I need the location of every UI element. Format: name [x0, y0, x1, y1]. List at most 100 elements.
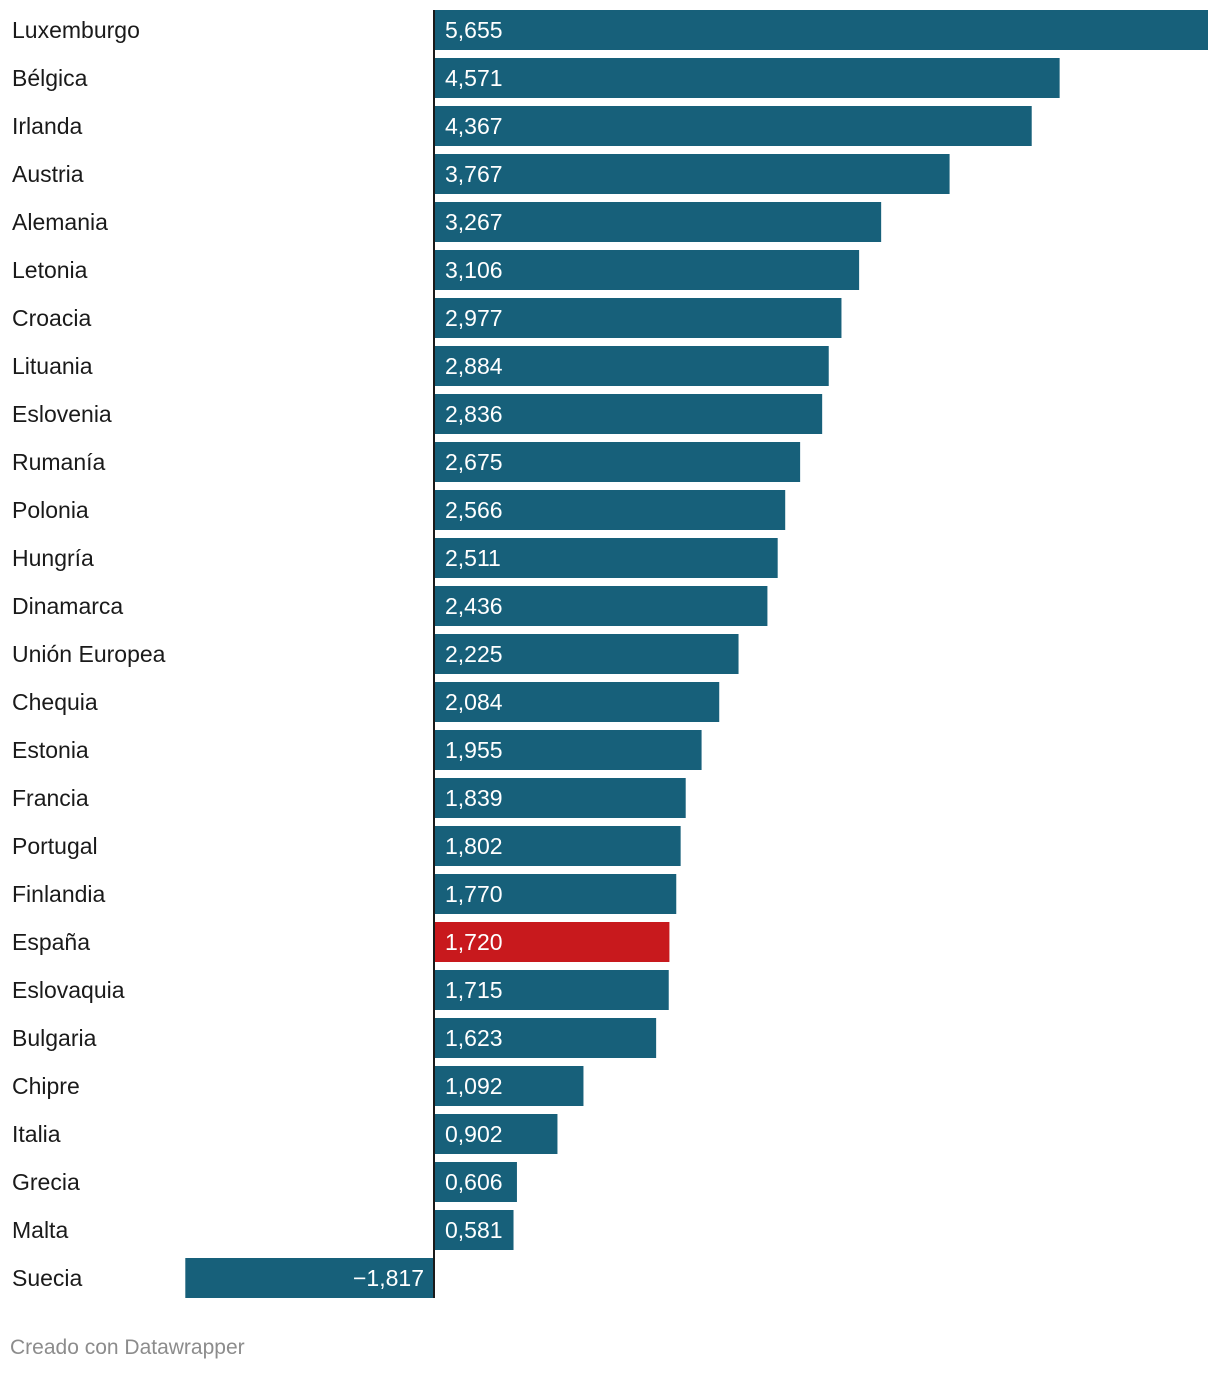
- bar-row-italia: Italia 0,902: [12, 1114, 558, 1154]
- value-label: 5,655: [445, 17, 503, 43]
- bar: [434, 1066, 584, 1106]
- bar: [434, 58, 1060, 98]
- bar: [434, 1210, 514, 1250]
- bar: [434, 10, 1208, 50]
- bar: [434, 346, 829, 386]
- category-label: Austria: [12, 161, 84, 187]
- bar-row-chequia: Chequia 2,084: [12, 682, 720, 722]
- bar: [434, 490, 786, 530]
- category-label: Estonia: [12, 737, 89, 763]
- bar: [434, 1114, 558, 1154]
- value-label: 1,623: [445, 1025, 503, 1051]
- value-label: 1,715: [445, 977, 503, 1003]
- bar-row-suecia: Suecia −1,817: [12, 1258, 434, 1298]
- bar-row-eslovaquia: Eslovaquia 1,715: [12, 970, 669, 1010]
- category-label: Italia: [12, 1121, 61, 1147]
- bar-row-belgica: Bélgica 4,571: [12, 58, 1060, 98]
- category-label: Grecia: [12, 1169, 80, 1195]
- category-label: Lituania: [12, 353, 93, 379]
- bar: [434, 586, 768, 626]
- category-label: Chipre: [12, 1073, 80, 1099]
- bar: [434, 826, 681, 866]
- value-label: 3,267: [445, 209, 503, 235]
- category-label: Luxemburgo: [12, 17, 140, 43]
- value-label: 1,802: [445, 833, 503, 859]
- value-label: 1,839: [445, 785, 503, 811]
- value-label: 2,436: [445, 593, 503, 619]
- bar-row-dinamarca: Dinamarca 2,436: [12, 586, 768, 626]
- category-label: Unión Europea: [12, 641, 166, 667]
- bar-row-alemania: Alemania 3,267: [12, 202, 882, 242]
- bar-row-portugal: Portugal 1,802: [12, 826, 681, 866]
- category-label: Dinamarca: [12, 593, 123, 619]
- bar-row-malta: Malta 0,581: [12, 1210, 514, 1250]
- bar: [434, 970, 669, 1010]
- category-label: Polonia: [12, 497, 89, 523]
- category-label: Portugal: [12, 833, 98, 859]
- value-label: 1,720: [445, 929, 503, 955]
- bar: [434, 442, 801, 482]
- bar-row-grecia: Grecia 0,606: [12, 1162, 517, 1202]
- bar: [434, 634, 739, 674]
- bar: [434, 922, 670, 962]
- value-label: 2,084: [445, 689, 503, 715]
- category-label: Irlanda: [12, 113, 83, 139]
- bar-row-bulgaria: Bulgaria 1,623: [12, 1018, 657, 1058]
- bar-row-francia: Francia 1,839: [12, 778, 686, 818]
- category-label: Suecia: [12, 1265, 83, 1291]
- bar-row-union-europea: Unión Europea 2,225: [12, 634, 739, 674]
- category-label: Croacia: [12, 305, 91, 331]
- bar: [434, 778, 686, 818]
- value-label: 2,511: [445, 545, 501, 571]
- bar: [434, 1018, 657, 1058]
- value-label: 1,092: [445, 1073, 503, 1099]
- bar-row-estonia: Estonia 1,955: [12, 730, 702, 770]
- category-label: Letonia: [12, 257, 88, 283]
- bar-row-lituania: Lituania 2,884: [12, 346, 829, 386]
- value-label: −1,817: [353, 1265, 424, 1291]
- value-label: 4,367: [445, 113, 503, 139]
- bar: [434, 106, 1032, 146]
- value-label: 2,977: [445, 305, 503, 331]
- bar-row-irlanda: Irlanda 4,367: [12, 106, 1032, 146]
- bar-row-eslovenia: Eslovenia 2,836: [12, 394, 823, 434]
- category-label: Finlandia: [12, 881, 106, 907]
- bar-row-hungria: Hungría 2,511: [12, 538, 778, 578]
- value-label: 2,225: [445, 641, 503, 667]
- bar: [434, 1162, 517, 1202]
- bar: [434, 538, 778, 578]
- bar-row-polonia: Polonia 2,566: [12, 490, 786, 530]
- bar: [434, 250, 860, 290]
- value-label: 0,902: [445, 1121, 503, 1147]
- category-label: Malta: [12, 1217, 68, 1243]
- bar: [434, 874, 677, 914]
- bar: [434, 730, 702, 770]
- category-label: Bélgica: [12, 65, 88, 91]
- category-label: Eslovaquia: [12, 977, 125, 1003]
- category-label: Alemania: [12, 209, 108, 235]
- bar-row-rumania: Rumanía 2,675: [12, 442, 801, 482]
- value-label: 4,571: [445, 65, 503, 91]
- category-label: Hungría: [12, 545, 94, 571]
- bar-chart: Luxemburgo 5,655 Bélgica 4,571 Irlanda 4,367 A…: [12, 10, 1208, 1298]
- value-label: 3,767: [445, 161, 503, 187]
- bar: [434, 154, 950, 194]
- bar-row-croacia: Croacia 2,977: [12, 298, 842, 338]
- bar-row-letonia: Letonia 3,106: [12, 250, 860, 290]
- value-label: 2,884: [445, 353, 503, 379]
- value-label: 0,606: [445, 1169, 503, 1195]
- bar: [434, 298, 842, 338]
- category-label: Francia: [12, 785, 89, 811]
- bar-row-finlandia: Finlandia 1,770: [12, 874, 677, 914]
- bar-row-espana: España 1,720: [12, 922, 670, 962]
- bar: [434, 394, 823, 434]
- category-label: España: [12, 929, 90, 955]
- value-label: 2,675: [445, 449, 503, 475]
- category-label: Eslovenia: [12, 401, 112, 427]
- bar: [434, 682, 720, 722]
- category-label: Bulgaria: [12, 1025, 97, 1051]
- category-label: Chequia: [12, 689, 98, 715]
- credit-footer[interactable]: Creado con Datawrapper: [10, 1336, 245, 1359]
- bar-row-austria: Austria 3,767: [12, 154, 950, 194]
- value-label: 2,566: [445, 497, 503, 523]
